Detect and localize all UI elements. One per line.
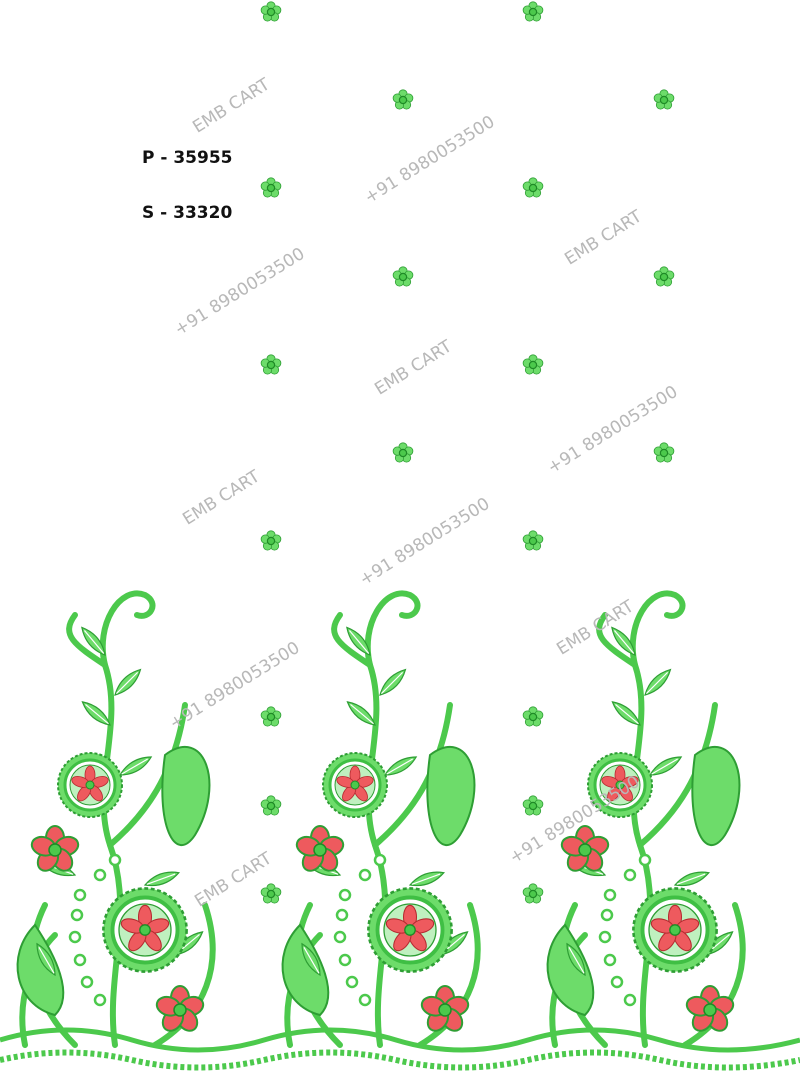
small-flower-butti xyxy=(653,442,675,463)
small-flower-butti xyxy=(522,706,544,727)
small-flower-butti xyxy=(260,530,282,551)
design-code-s: S - 33320 xyxy=(142,203,233,223)
design-code-p: P - 35955 xyxy=(142,148,233,168)
small-flower-butti xyxy=(653,266,675,287)
small-flower-butti xyxy=(392,89,414,110)
bottom-border xyxy=(0,1027,800,1071)
small-flower-butti xyxy=(522,883,544,904)
small-flower-butti xyxy=(522,795,544,816)
small-flower-butti xyxy=(392,442,414,463)
border-motif-center xyxy=(283,593,478,1045)
small-flower-butti xyxy=(260,177,282,198)
small-flower-butti xyxy=(260,1,282,22)
border-motif-left xyxy=(18,593,213,1045)
small-flower-butti xyxy=(260,706,282,727)
small-flower-butti xyxy=(260,795,282,816)
small-flower-butti xyxy=(260,354,282,375)
small-flower-butti xyxy=(653,89,675,110)
small-flower-butti xyxy=(522,177,544,198)
small-flower-butti xyxy=(522,1,544,22)
small-flower-butti xyxy=(260,883,282,904)
small-flower-butti xyxy=(522,530,544,551)
small-flower-butti xyxy=(392,266,414,287)
small-flower-butti xyxy=(522,354,544,375)
